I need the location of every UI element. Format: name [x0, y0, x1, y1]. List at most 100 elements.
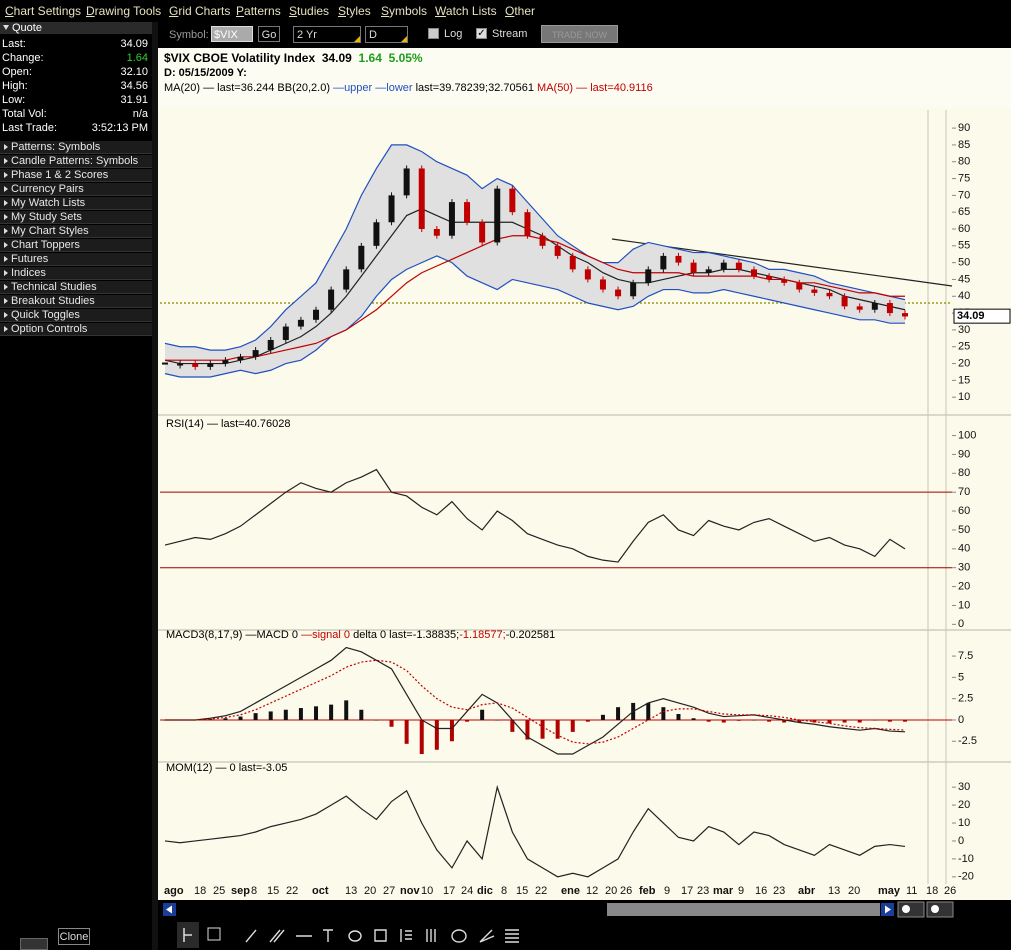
y-tick-label: 20 — [958, 580, 970, 592]
y-tick-label: -2.5 — [958, 735, 977, 747]
menu-item[interactable]: Grid Charts — [169, 4, 231, 18]
panel-title: RSI(14) — last=40.76028 — [166, 418, 290, 430]
x-tick-label: 18 — [926, 885, 938, 897]
x-tick-label: 20 — [848, 885, 860, 897]
stream-checkbox[interactable]: ✓ — [476, 28, 487, 39]
quote-row: Low: 31.91 — [0, 94, 152, 108]
menu-item[interactable]: Patterns — [236, 4, 281, 18]
histogram-bar — [585, 719, 590, 722]
log-checkbox[interactable] — [428, 28, 439, 39]
last-price-label: 34.09 — [957, 310, 985, 322]
studies-line: MA(20) — last=36.244 BB(20,2.0) —upper —… — [164, 81, 653, 96]
trade-now-button[interactable]: TRADE NOW — [541, 25, 618, 43]
quote-label: Last: — [2, 38, 26, 50]
y-tick-label: 55 — [958, 240, 970, 252]
quote-label: Last Trade: — [2, 122, 58, 134]
histogram-bar — [797, 719, 802, 723]
histogram-bar — [842, 719, 847, 723]
sidebar-item[interactable]: Option Controls — [0, 323, 152, 336]
data-box-tool[interactable] — [207, 927, 221, 941]
x-tick-label: 26 — [620, 885, 632, 897]
candle — [735, 262, 742, 270]
y-tick-label: -10 — [958, 853, 974, 865]
sidebar-item[interactable]: My Watch Lists — [0, 197, 152, 210]
title-part: MACD3(8,17,9) — [166, 629, 242, 641]
histogram-bar — [268, 711, 273, 720]
quote-label: Change: — [2, 52, 44, 64]
menu-item[interactable]: Chart Settings — [5, 4, 82, 18]
histogram-bar — [600, 714, 605, 720]
last-price-box — [953, 308, 1011, 324]
x-tick-label: 13 — [828, 885, 840, 897]
sidebar-item[interactable]: Indices — [0, 267, 152, 280]
aggregation-dropdown[interactable]: D — [365, 26, 408, 43]
histogram-bar — [676, 714, 681, 720]
x-tick-label: oct — [312, 885, 329, 897]
y-tick-label: 2.5 — [958, 693, 973, 705]
zoom-out-button[interactable] — [926, 901, 954, 918]
sidebar-item[interactable]: Quick Toggles — [0, 309, 152, 322]
menu-item[interactable]: Styles — [338, 4, 371, 18]
quote-row: Total Vol: n/a — [0, 108, 152, 122]
sidebar-item[interactable]: Phase 1 & 2 Scores — [0, 169, 152, 182]
splitter — [152, 22, 158, 950]
x-tick-label: may — [878, 885, 901, 897]
candle — [358, 245, 365, 270]
candle — [826, 292, 833, 297]
menu-item[interactable]: Studies — [289, 4, 330, 18]
zoom-in-button[interactable] — [897, 901, 925, 918]
x-tick-label: 23 — [697, 885, 709, 897]
histogram-bar — [540, 719, 545, 739]
y-tick-label: 30 — [958, 781, 970, 793]
cursor-icon — [183, 928, 192, 942]
x-tick-label: 16 — [755, 885, 767, 897]
x-tick-label: 8 — [501, 885, 507, 897]
histogram-bar — [238, 716, 243, 720]
quote-row: Last: 34.09 — [0, 38, 152, 52]
go-button[interactable]: Go — [258, 26, 280, 42]
y-tick-label: 50 — [958, 524, 970, 536]
candle — [856, 306, 863, 310]
candle — [282, 326, 289, 340]
scroll-left-arrow — [166, 905, 172, 914]
sidebar-item[interactable]: Futures — [0, 253, 152, 266]
period-dropdown[interactable]: 2 Yr — [293, 26, 361, 43]
expand-button[interactable] — [20, 938, 48, 950]
drawing-tool-icons[interactable] — [245, 929, 519, 943]
sidebar-item[interactable]: My Chart Styles — [0, 225, 152, 238]
sidebar-item[interactable]: Currency Pairs — [0, 183, 152, 196]
y-tick-label: 45 — [958, 273, 970, 285]
sidebar-item[interactable]: Candle Patterns: Symbols — [0, 155, 152, 168]
sidebar-item[interactable]: Breakout Studies — [0, 295, 152, 308]
sidebar-item[interactable]: Technical Studies — [0, 281, 152, 294]
menu-item[interactable]: Watch Lists — [435, 4, 497, 18]
sidebar-item[interactable]: Patterns: Symbols — [0, 141, 152, 154]
y-tick-label: 10 — [958, 391, 970, 403]
panel-title: MACD3(8,17,9) —MACD 0 —signal 0 delta 0 … — [166, 629, 555, 641]
scroll-right-arrow — [885, 905, 891, 914]
y-tick-label: 40 — [958, 543, 970, 555]
sidebar-item[interactable]: My Study Sets — [0, 211, 152, 224]
histogram-bar — [525, 719, 530, 740]
scroll-thumb[interactable] — [607, 903, 880, 916]
candle — [886, 303, 893, 314]
y-tick-label: 0 — [958, 714, 964, 726]
menu-item[interactable]: Other — [505, 4, 536, 18]
candle — [479, 222, 486, 243]
header-background — [158, 48, 1011, 108]
dropdown-corner — [401, 36, 407, 42]
clone-button[interactable]: Clone — [58, 928, 90, 945]
symbol-title: $VIX CBOE Volatility Index — [164, 51, 316, 65]
histogram-bar — [223, 718, 228, 720]
quote-header[interactable]: Quote — [0, 22, 152, 34]
symbol-input[interactable]: $VIX — [211, 26, 253, 42]
drawing-toolbar — [158, 920, 1011, 950]
histogram-bar — [298, 708, 303, 720]
menu-item[interactable]: Symbols — [381, 4, 428, 18]
histogram-bar — [314, 706, 319, 720]
candle — [584, 269, 591, 280]
sidebar-item[interactable]: Chart Toppers — [0, 239, 152, 252]
menu-item[interactable]: Drawing Tools — [86, 4, 162, 18]
candle — [554, 245, 561, 256]
candle — [630, 282, 637, 297]
